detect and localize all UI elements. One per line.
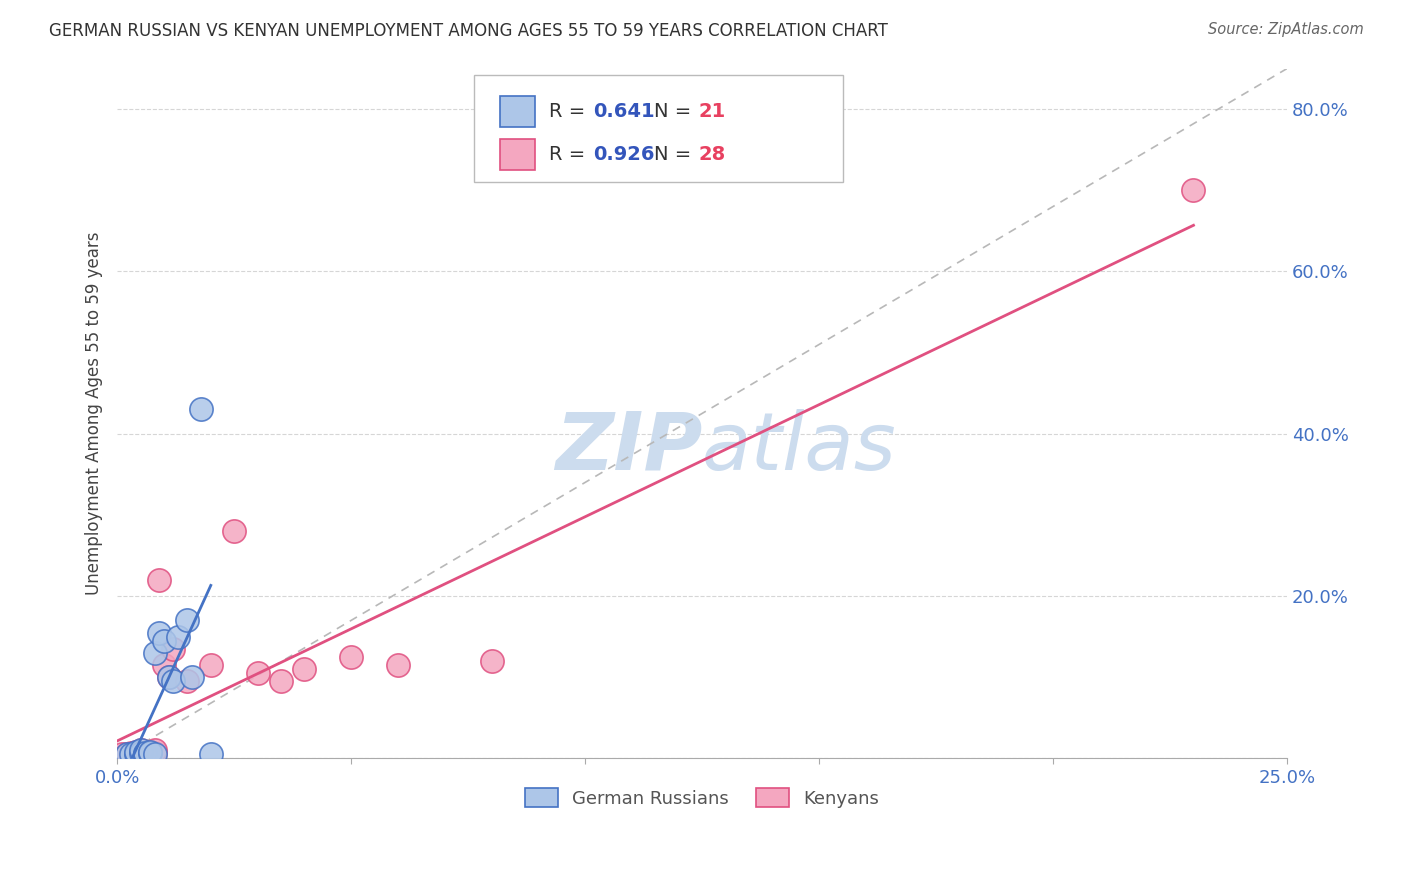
FancyBboxPatch shape (499, 96, 534, 128)
Point (387, 658, 409, 673)
Point (153, 633, 176, 648)
Text: N =: N = (654, 103, 697, 121)
Point (200, 747, 222, 762)
Text: 28: 28 (699, 145, 725, 163)
Point (120, 747, 142, 762)
Point (129, 743, 152, 757)
Text: GERMAN RUSSIAN VS KENYAN UNEMPLOYMENT AMONG AGES 55 TO 59 YEARS CORRELATION CHAR: GERMAN RUSSIAN VS KENYAN UNEMPLOYMENT AM… (49, 22, 889, 40)
Y-axis label: Unemployment Among Ages 55 to 59 years: Unemployment Among Ages 55 to 59 years (86, 232, 103, 595)
Point (246, 666, 269, 681)
Point (139, 745, 162, 759)
Point (162, 641, 184, 656)
Point (111, 747, 134, 762)
Point (292, 662, 315, 676)
Text: R =: R = (548, 103, 592, 121)
Point (115, 747, 138, 762)
Point (143, 743, 166, 757)
Point (153, 658, 176, 673)
Point (129, 747, 152, 761)
Point (157, 670, 180, 684)
Point (1182, 183, 1205, 197)
Point (157, 670, 180, 684)
Point (115, 747, 138, 762)
Point (134, 747, 156, 762)
Point (134, 746, 156, 760)
Point (120, 747, 142, 762)
Point (200, 658, 222, 673)
Text: 21: 21 (699, 103, 725, 121)
Text: 0.926: 0.926 (593, 145, 655, 163)
Point (176, 674, 198, 689)
Point (134, 746, 156, 760)
Text: ZIP: ZIP (555, 409, 702, 487)
Point (125, 745, 148, 759)
Point (120, 746, 142, 760)
Point (143, 747, 166, 762)
Point (176, 613, 198, 627)
Point (139, 745, 162, 759)
Point (181, 670, 204, 684)
Point (224, 524, 246, 538)
Point (129, 747, 152, 761)
Point (125, 747, 148, 762)
Point (134, 747, 156, 762)
Legend: German Russians, Kenyans: German Russians, Kenyans (519, 781, 886, 815)
Point (139, 747, 162, 761)
Point (190, 402, 212, 417)
Text: atlas: atlas (702, 409, 897, 487)
Point (125, 745, 148, 759)
Point (129, 743, 152, 757)
Point (148, 573, 170, 587)
Point (143, 646, 166, 660)
FancyBboxPatch shape (474, 76, 842, 182)
Text: Source: ZipAtlas.com: Source: ZipAtlas.com (1208, 22, 1364, 37)
Point (148, 625, 170, 640)
Point (162, 674, 184, 689)
Text: 0.641: 0.641 (593, 103, 655, 121)
Point (481, 654, 503, 668)
Point (270, 674, 292, 689)
Text: R =: R = (548, 145, 592, 163)
Point (340, 649, 363, 664)
Text: N =: N = (654, 145, 697, 163)
Point (125, 747, 148, 762)
Point (167, 630, 190, 644)
Point (143, 747, 166, 761)
Point (139, 747, 162, 761)
FancyBboxPatch shape (499, 138, 534, 169)
